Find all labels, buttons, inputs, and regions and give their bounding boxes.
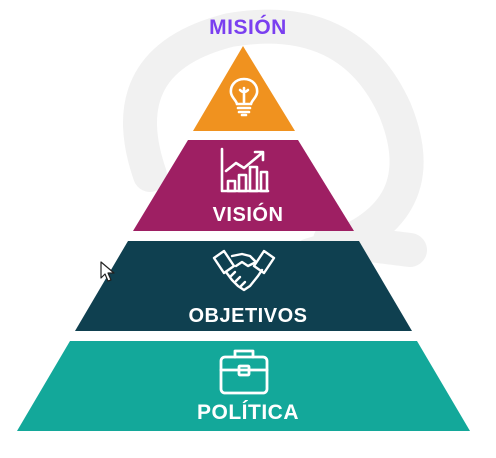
tier-objetivos-shape <box>75 241 412 331</box>
handshake-icon <box>212 249 276 292</box>
tier-vision-label: VISIÓN <box>212 204 284 226</box>
tier-politica-label: POLÍTICA <box>197 401 299 424</box>
tier-objetivos-label: OBJETIVOS <box>188 305 308 327</box>
lightbulb-icon <box>229 77 259 117</box>
tier-politica-shape <box>17 341 470 431</box>
mouse-cursor-icon <box>100 261 115 282</box>
mision-title: MISIÓN <box>209 16 287 39</box>
tier-vision-shape <box>133 140 354 231</box>
growth-chart-icon <box>220 147 270 193</box>
briefcase-icon <box>219 349 269 395</box>
